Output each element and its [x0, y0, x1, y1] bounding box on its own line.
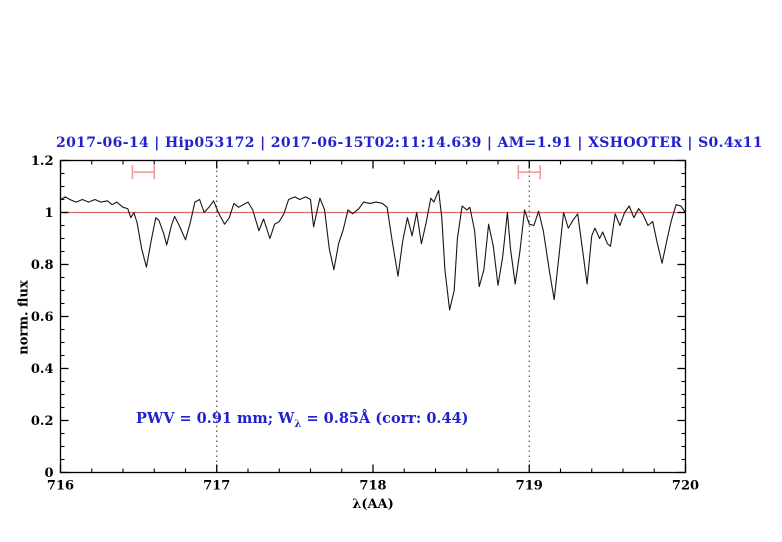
y-tick-label: 0.8 — [31, 258, 54, 273]
y-tick-label: 0.6 — [31, 310, 54, 325]
x-tick-label: 717 — [203, 479, 230, 494]
pwv-annotation-pre: PWV = 0.91 mm; W — [136, 410, 295, 427]
x-tick-label: 720 — [672, 479, 699, 494]
y-tick-label: 1 — [44, 206, 53, 221]
x-axis-label: λ(AA) — [352, 497, 394, 512]
pwv-annotation-sub: λ — [294, 418, 302, 430]
pwv-annotation-post: = 0.85Å (corr: 0.44) — [301, 410, 469, 427]
pwv-annotation: PWV = 0.91 mm; Wλ = 0.85Å (corr: 0.44) — [136, 410, 469, 430]
x-tick-label: 716 — [47, 479, 74, 494]
spectrum-line — [60, 189, 686, 311]
y-axis-label: norm. flux — [16, 280, 32, 355]
plot-title: 2017-06-14 | Hip053172 | 2017-06-15T02:1… — [56, 135, 763, 151]
y-tick-label: 0 — [44, 466, 53, 481]
x-tick-label: 718 — [359, 479, 386, 494]
y-tick-label: 1.2 — [31, 154, 54, 169]
y-tick-label: 0.4 — [31, 362, 54, 377]
x-tick-label: 719 — [516, 479, 543, 494]
y-tick-label: 0.2 — [31, 414, 54, 429]
